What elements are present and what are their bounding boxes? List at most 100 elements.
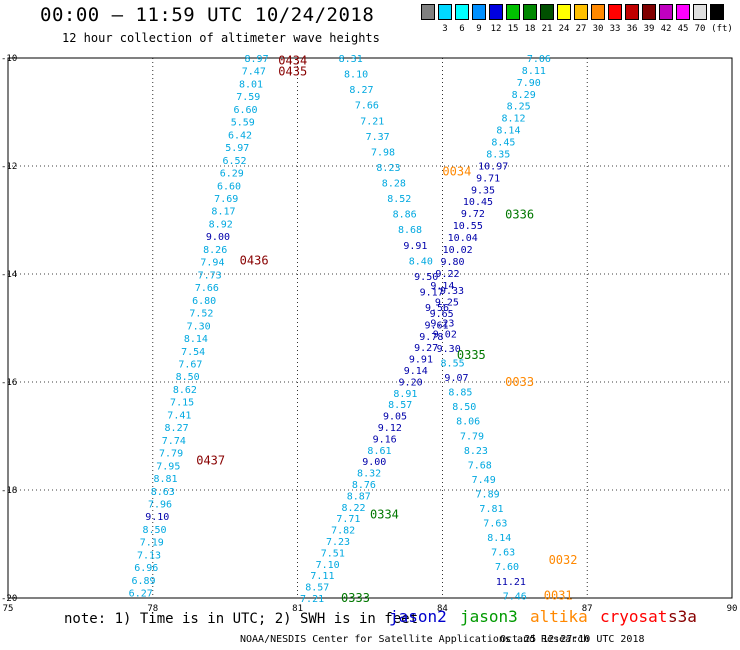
wave-height-point: 7.13 [137, 550, 161, 561]
wave-height-point: 8.68 [398, 225, 422, 236]
pass-number-label: 0434 [278, 54, 307, 68]
legend-swatch [591, 4, 605, 20]
pass-number-label: 0437 [196, 453, 225, 467]
satellite-key-s3a: s3a [668, 607, 697, 626]
wave-height-point: 7.11 [310, 571, 334, 582]
wave-height-point: 8.81 [154, 474, 178, 485]
legend-label: 3 [442, 24, 448, 34]
wave-height-point: 7.67 [178, 359, 202, 370]
y-tick-label: -18 [1, 486, 17, 496]
legend-label: 33 [609, 24, 621, 34]
wave-height-point: 6.42 [228, 130, 252, 141]
footer-credit: NOAA/NESDIS Center for Satellite Applica… [240, 634, 590, 645]
wave-height-point: 6.60 [233, 105, 257, 116]
wave-height-point: 7.23 [326, 537, 350, 548]
wave-height-point: 7.95 [156, 461, 180, 472]
x-tick-label: 84 [437, 604, 448, 614]
pass-number-label: 0436 [240, 254, 269, 268]
pass-number-label: 0336 [505, 208, 534, 222]
wave-height-point: 9.22 [435, 269, 459, 280]
wave-height-point: 7.37 [366, 132, 390, 143]
wave-height-point: 8.27 [349, 85, 373, 96]
wave-height-point: 9.14 [404, 366, 428, 377]
note-text: note: 1) Time is in UTC; 2) SWH is in fe… [64, 611, 419, 627]
wave-height-point: 7.06 [527, 54, 551, 65]
wave-height-point: 7.79 [159, 449, 183, 460]
wave-height-point: 9.65 [430, 309, 454, 320]
legend-label: 24 [558, 24, 570, 34]
wave-height-point: 7.89 [476, 489, 500, 500]
wave-height-point: 8.29 [512, 90, 536, 101]
wave-height-point: 6.89 [131, 576, 155, 587]
wave-height-point: 9.91 [409, 355, 433, 366]
x-tick-label: 75 [3, 604, 14, 614]
wave-height-point: 8.12 [501, 114, 525, 125]
legend-swatch [523, 4, 537, 20]
wave-height-point: 7.82 [331, 526, 355, 537]
wave-height-point: 7.47 [242, 67, 266, 78]
y-tick-label: -12 [1, 162, 17, 172]
wave-height-point: 9.27 [414, 343, 438, 354]
wave-height-point: 8.14 [184, 334, 208, 345]
wave-height-point: 8.57 [305, 583, 329, 594]
wave-height-point: 7.46 [503, 591, 527, 602]
legend-unit: (ft) [711, 24, 733, 34]
wave-height-point: 7.79 [460, 431, 484, 442]
legend-label: 6 [459, 24, 465, 34]
wave-height-point: 7.90 [517, 78, 541, 89]
y-tick-label: -14 [1, 270, 17, 280]
wave-height-point: 8.23 [464, 446, 488, 457]
pass-number-label: 0334 [370, 507, 399, 521]
wave-height-point: 7.94 [200, 258, 224, 269]
x-tick-label: 90 [727, 604, 738, 614]
wave-height-point: 7.66 [195, 283, 219, 294]
legend-label: 45 [677, 24, 689, 34]
wave-height-point: 6.80 [192, 296, 216, 307]
wave-height-point: 8.40 [409, 256, 433, 267]
wave-height-point: 7.41 [167, 410, 191, 421]
wave-height-point: 8.52 [387, 194, 411, 205]
legend-swatch [642, 4, 656, 20]
legend-label: 18 [524, 24, 536, 34]
wave-height-point: 8.11 [522, 66, 546, 77]
wave-height-point: 9.91 [403, 241, 427, 252]
legend-swatch [608, 4, 622, 20]
page-title: 00:00 – 11:59 UTC 10/24/2018 [40, 4, 375, 26]
wave-height-point: 8.06 [456, 417, 480, 428]
wave-height-point: 8.32 [357, 469, 381, 480]
pass-number-label: 0333 [341, 591, 370, 605]
wave-height-point: 9.56 [425, 303, 449, 314]
wave-height-point: 8.25 [507, 102, 531, 113]
wave-height-point: 9.71 [476, 173, 500, 184]
wave-height-point: 7.10 [316, 560, 340, 571]
legend-swatch [710, 4, 724, 20]
wave-height-point: 9.02 [433, 329, 457, 340]
legend-swatch [676, 4, 690, 20]
wave-height-point: 7.49 [472, 475, 496, 486]
wave-height-point: 9.05 [383, 412, 407, 423]
wave-height-point: 7.30 [187, 321, 211, 332]
wave-height-point: 9.72 [461, 209, 485, 220]
wave-height-point: 6.60 [217, 181, 241, 192]
legend-swatch [489, 4, 503, 20]
wave-height-point: 8.92 [209, 219, 233, 230]
wave-height-point: 8.63 [151, 487, 175, 498]
x-tick-label: 81 [292, 604, 303, 614]
wave-height-point: 9.20 [399, 377, 423, 388]
wave-height-point: 9.23 [430, 319, 454, 330]
wave-height-point: 9.12 [378, 423, 402, 434]
y-tick-label: -20 [1, 594, 17, 604]
wave-height-point: 9.07 [444, 373, 468, 384]
wave-height-point: 8.35 [486, 149, 510, 160]
legend-swatch [693, 4, 707, 20]
legend-swatch [659, 4, 673, 20]
wave-height-point: 9.25 [435, 298, 459, 309]
wave-height-point: 8.01 [239, 79, 263, 90]
wave-height-point: 7.15 [170, 398, 194, 409]
wave-height-point: 7.74 [162, 436, 186, 447]
legend-swatch [540, 4, 554, 20]
wave-height-point: 10.55 [453, 221, 483, 232]
legend-label: 27 [575, 24, 587, 34]
wave-height-point: 8.45 [491, 138, 515, 149]
wave-height-point: 8.50 [176, 372, 200, 383]
